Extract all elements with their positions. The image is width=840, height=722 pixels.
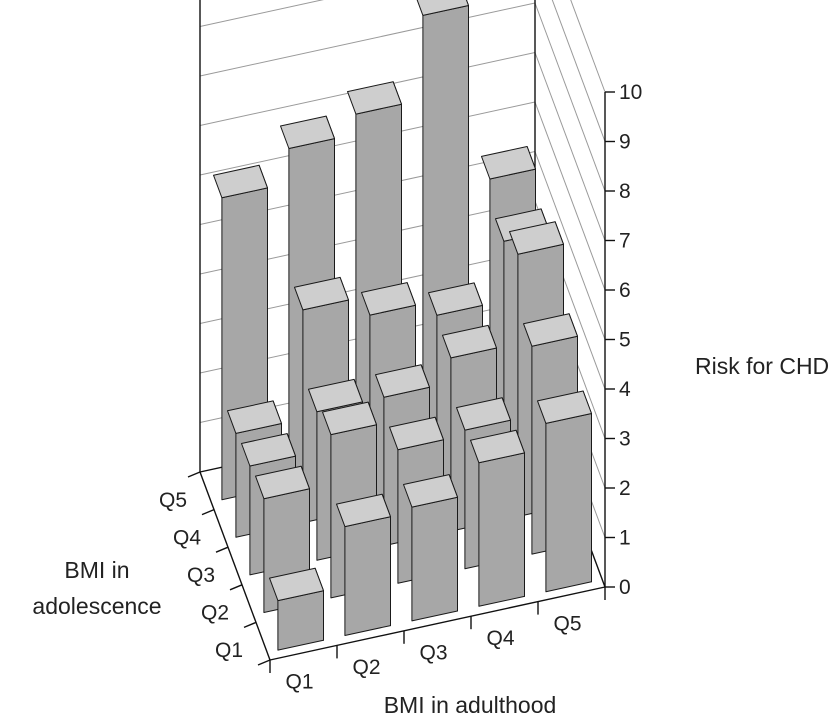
bar-front-face [344,516,391,636]
right-grid-line [551,0,606,142]
bar-top-face [255,465,310,500]
y-tick-label: Q3 [187,564,215,587]
bar-top-face [375,364,430,398]
y-axis-tick [187,471,201,478]
bar-top-face [481,146,536,180]
bar-top-face [509,221,564,255]
bar-top-face [280,115,335,149]
bar-top-face [241,433,296,467]
bar-top-face [416,0,469,16]
z-tick-label: 2 [619,477,631,500]
bar-top-face [523,313,578,347]
bar-top-face [227,400,282,434]
back-grid-line [199,2,536,77]
z-tick-label: 7 [619,230,631,253]
z-tick-label: 8 [619,180,631,203]
x-tick-label: Q5 [553,612,581,635]
bar-front-face [478,452,525,607]
bar-top-face [336,493,391,528]
bar-q3-q1 [403,474,458,622]
right-grid-line [534,151,606,340]
bar-top-face [308,378,363,413]
bar-q1-q1 [269,567,324,651]
frame-edge [199,471,271,661]
bar-group [213,0,592,651]
z-tick-label: 0 [619,576,631,599]
y-tick-label: Q2 [201,602,229,625]
y-axis-tick [243,621,257,629]
z-axis-title: Risk for CHD [695,353,829,379]
bar-front-face [411,496,458,622]
bar-top-face [322,401,377,436]
back-grid-line [199,0,324,27]
bar-top-face [213,164,268,199]
y-axis-tick [257,659,271,666]
y-axis-tick [215,546,229,553]
y-axis-tick [229,584,243,591]
z-tick-label: 10 [619,81,642,104]
y-tick-label: Q4 [173,526,201,549]
z-tick-label: 5 [619,329,631,352]
y-axis-title-line1: BMI in [64,557,129,583]
x-tick-label: Q4 [486,627,514,650]
right-grid-line [570,0,606,93]
y-axis-tick [201,508,215,516]
right-grid-line [534,101,606,291]
bar-top-face [456,397,511,431]
right-grid-line [534,2,606,192]
y-tick-label: Q1 [215,639,243,662]
bar-front-face [545,413,592,593]
bar-top-face [347,81,402,115]
axis-ticks [187,91,615,673]
bar-q2-q1 [336,493,391,636]
x-tick-label: Q2 [352,656,380,679]
bar-top-face [470,429,525,464]
z-tick-label: 1 [619,527,631,550]
z-tick-label: 3 [619,428,631,451]
bar-q4-q1 [470,429,525,607]
bar-top-face [294,276,349,311]
z-tick-label: 6 [619,279,631,302]
right-grid-line [534,52,606,241]
bar-top-face [361,282,416,316]
bar-top-face [269,567,324,602]
x-tick-label: Q3 [419,642,447,665]
bar-top-face [537,390,592,424]
x-tick-label: Q1 [285,671,313,694]
y-tick-label: Q5 [159,489,187,512]
y-axis-title-line2: adolescence [32,593,161,619]
bar-top-face [428,282,483,316]
frame-edge [269,586,606,661]
bar-top-face [389,416,444,451]
bar-top-face [442,324,497,359]
bar-q5-q1 [537,390,592,593]
z-tick-label: 9 [619,131,631,154]
tick-labels: Q1 Q2 Q3 Q4 Q5 Q1 Q2 Q3 Q4 Q5 0 1 2 3 4 5 6 7 8 9 10 [159,81,642,694]
z-tick-label: 4 [619,378,631,401]
bar-top-face [403,474,458,508]
x-axis-title: BMI in adulthood [384,692,557,718]
